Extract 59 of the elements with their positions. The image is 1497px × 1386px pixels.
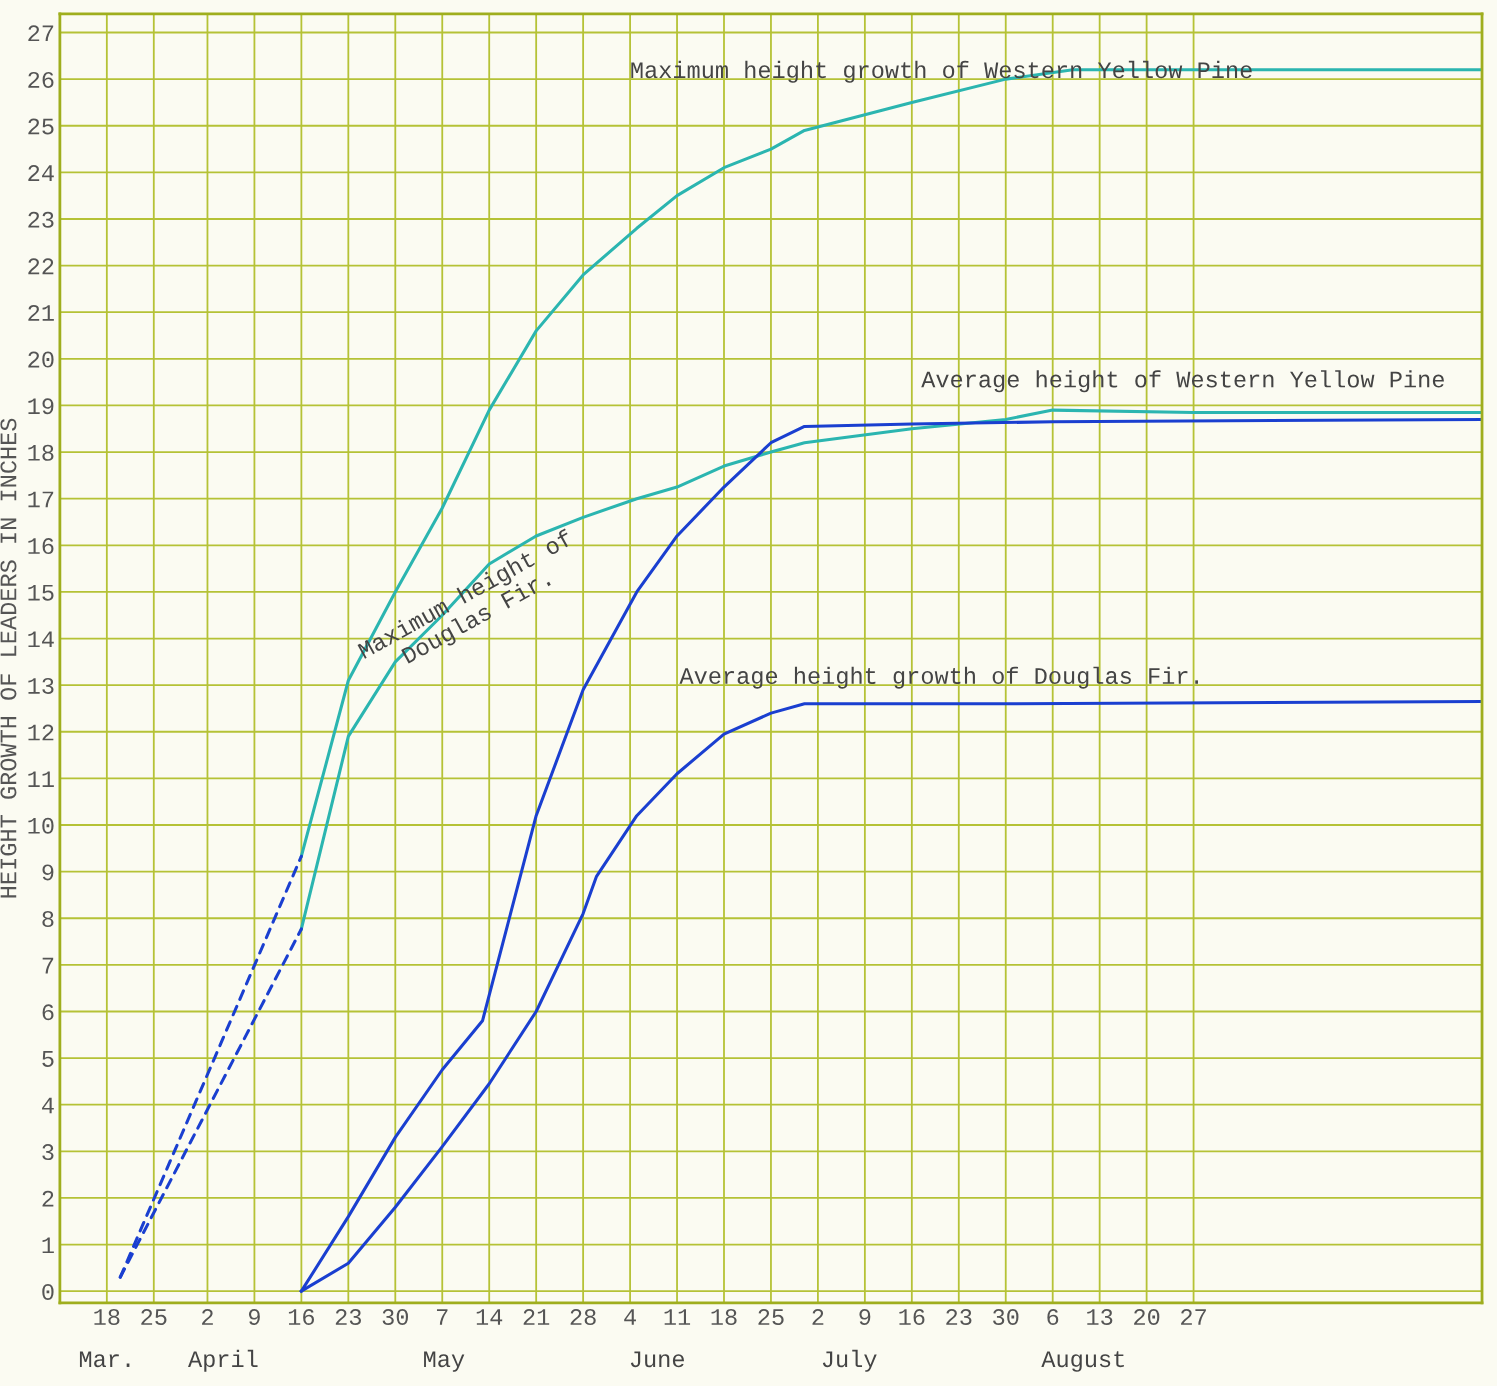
y-tick-label: 6	[42, 1004, 54, 1021]
x-tick-label: 2	[812, 1309, 824, 1325]
y-tick-label: 9	[42, 864, 54, 881]
y-tick-label: 10	[28, 817, 54, 834]
x-tick-label: 23	[946, 1309, 972, 1326]
y-tick-label: 12	[28, 724, 54, 741]
y-tick-label: 5	[42, 1051, 54, 1067]
y-tick-label: 17	[28, 491, 54, 508]
y-tick-label: 25	[28, 118, 54, 135]
x-tick-label: 2	[202, 1309, 213, 1325]
x-tick-label: 16	[288, 1309, 315, 1326]
x-tick-label: 28	[570, 1309, 596, 1326]
y-tick-label: 0	[42, 1283, 54, 1300]
x-tick-label: 18	[94, 1309, 120, 1326]
y-tick-label: 1	[42, 1237, 54, 1254]
y-tick-label: 26	[28, 71, 54, 88]
x-tick-label: 11	[664, 1309, 691, 1325]
x-tick-label: 9	[859, 1309, 871, 1326]
y-tick-label: 23	[28, 211, 54, 228]
y-tick-label: 19	[28, 398, 54, 415]
x-tick-label: 16	[899, 1309, 925, 1326]
x-tick-label: 18	[711, 1309, 737, 1326]
y-tick-label: 2	[42, 1190, 54, 1207]
x-tick-label: 23	[335, 1309, 361, 1326]
x-tick-label: 25	[141, 1309, 167, 1326]
text: May	[424, 1351, 465, 1372]
x-tick-label: 13	[1087, 1309, 1113, 1326]
text: July	[822, 1349, 877, 1372]
x-tick-label: 14	[476, 1309, 503, 1325]
x-tick-label: 21	[523, 1309, 550, 1325]
y-tick-label: 3	[42, 1144, 54, 1161]
x-tick-label: 30	[993, 1309, 1019, 1326]
y-axis-title: HEIGHT GROWTH OF LEADERS IN INCHES	[0, 418, 17, 898]
y-tick-label: 11	[28, 771, 54, 787]
text: Mar.	[79, 1351, 130, 1368]
x-tick-label: 6	[1047, 1309, 1059, 1326]
text: August	[1041, 1351, 1124, 1372]
x-tick-label: 4	[624, 1309, 636, 1325]
y-tick-label: 18	[28, 444, 54, 461]
y-tick-label: 13	[28, 677, 54, 694]
y-tick-label: 21	[28, 304, 54, 321]
y-tick-label: 20	[28, 351, 54, 368]
text: June	[630, 1351, 684, 1368]
y-tick-label: 22	[28, 258, 54, 275]
y-tick-label: 14	[28, 631, 54, 648]
text: April	[188, 1349, 258, 1372]
x-tick-label: 7	[436, 1309, 448, 1325]
x-tick-label: 30	[382, 1309, 409, 1326]
y-tick-label: 7	[42, 957, 54, 974]
y-tick-label: 8	[42, 911, 54, 928]
x-tick-label: 20	[1134, 1309, 1160, 1326]
y-tick-label: 16	[28, 538, 54, 555]
x-tick-label: 9	[248, 1309, 260, 1326]
y-tick-label: 27	[28, 25, 54, 42]
y-tick-label: 15	[28, 584, 54, 601]
x-tick-label: 27	[1181, 1309, 1206, 1325]
y-tick-label: 4	[42, 1097, 54, 1114]
x-tick-label: 25	[758, 1309, 784, 1326]
y-tick-label: 24	[28, 165, 54, 181]
